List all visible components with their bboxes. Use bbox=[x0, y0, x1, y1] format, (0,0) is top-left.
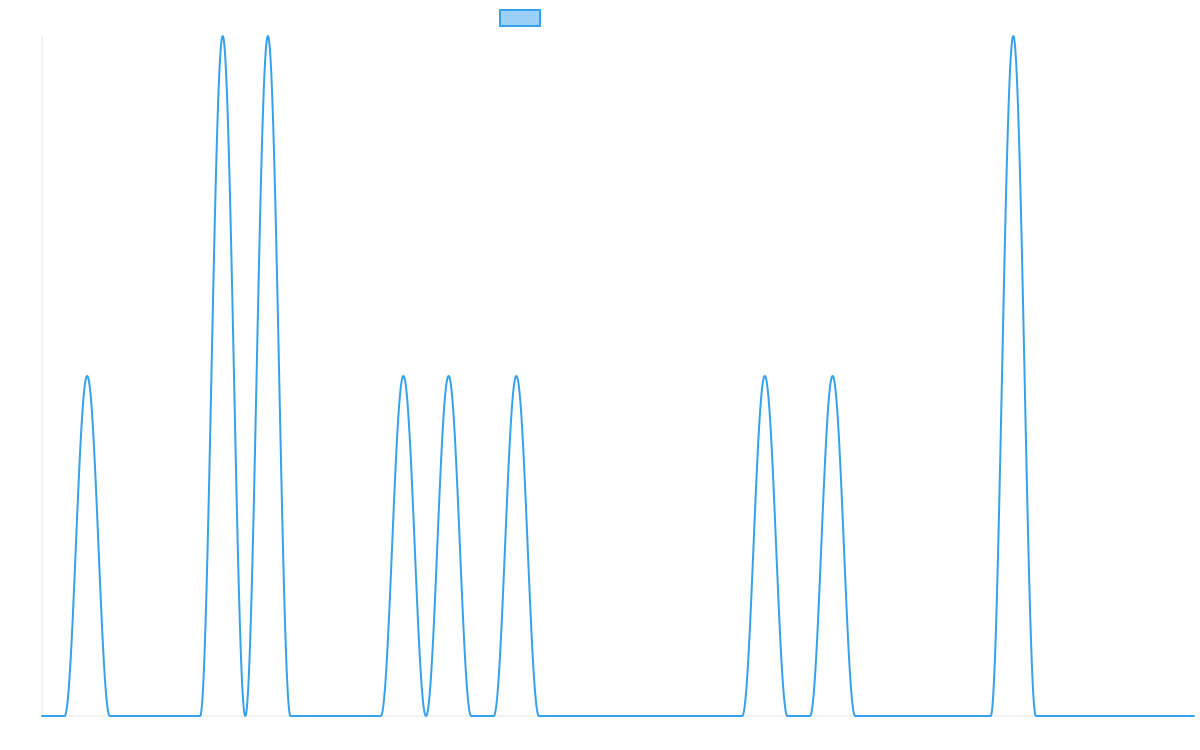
legend-swatch[interactable] bbox=[499, 9, 541, 27]
series-line bbox=[41, 35, 1195, 717]
